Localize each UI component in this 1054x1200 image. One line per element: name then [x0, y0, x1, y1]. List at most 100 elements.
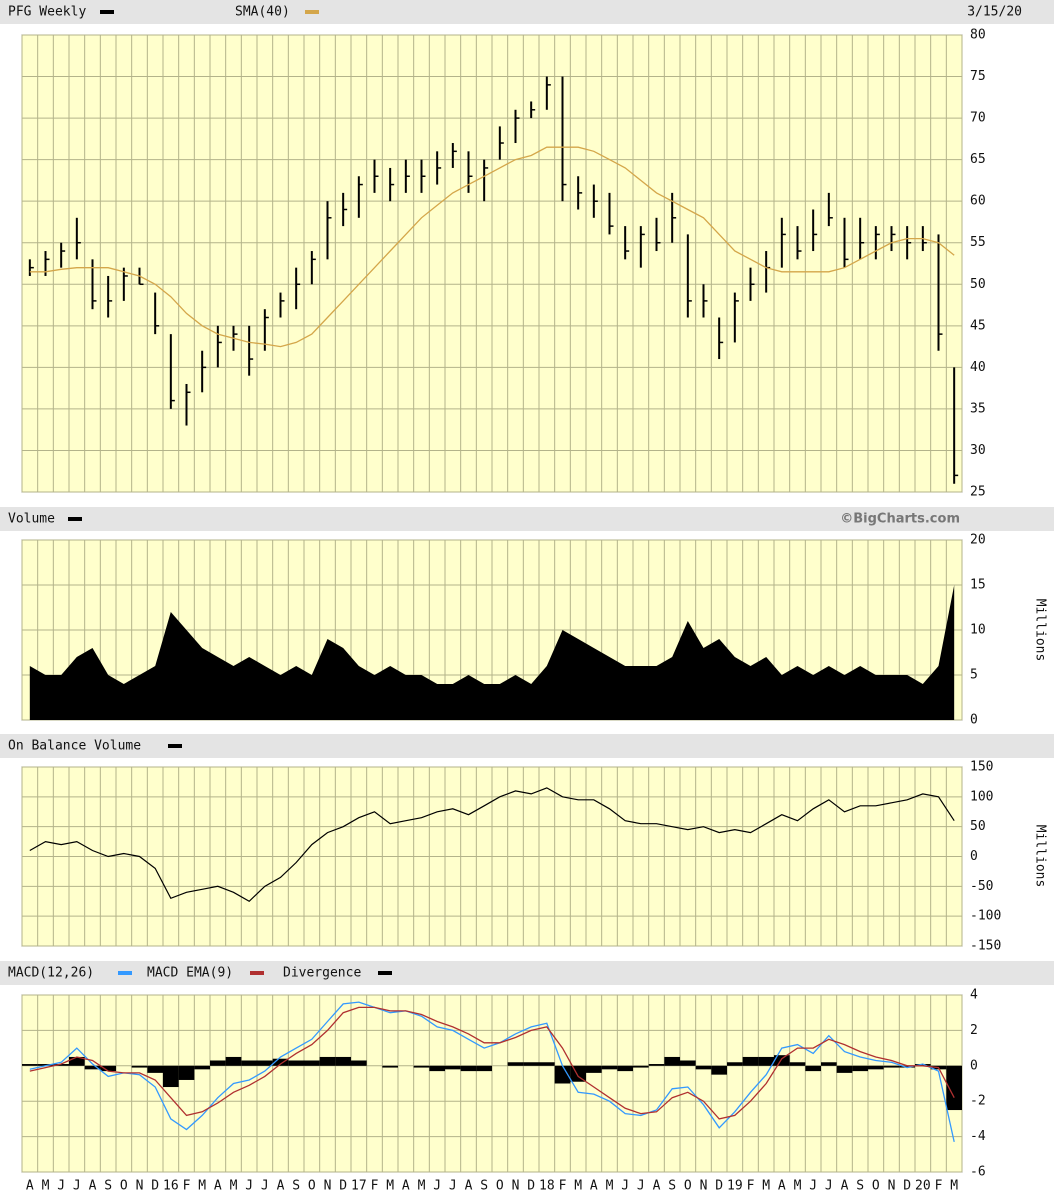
x-tick-label: S	[668, 1179, 676, 1194]
divergence-bar	[304, 1060, 320, 1066]
y-tick-label: 20	[970, 533, 986, 548]
divergence-bar	[711, 1065, 727, 1075]
x-tick-label: F	[183, 1179, 191, 1194]
x-tick-label: N	[700, 1179, 708, 1194]
divergence-bar	[883, 1065, 900, 1068]
x-tick-label: M	[950, 1179, 958, 1194]
x-tick-label: A	[277, 1179, 285, 1194]
divergence-bar	[727, 1062, 743, 1066]
x-tick-label: F	[747, 1179, 755, 1194]
divergence-bar	[272, 1058, 289, 1066]
x-tick-label: N	[324, 1179, 332, 1194]
divergence-bar	[382, 1065, 398, 1068]
y-tick-label: 25	[970, 485, 986, 500]
divergence-bar	[554, 1065, 571, 1084]
legend-label: Divergence	[283, 966, 361, 981]
x-tick-label: J	[825, 1179, 833, 1194]
divergence-bar	[899, 1065, 915, 1068]
y-tick-label: 30	[970, 443, 986, 458]
y-tick-label: 45	[970, 318, 986, 333]
series-line	[29, 787, 955, 903]
y-tick-label: -50	[970, 879, 993, 894]
series-line	[29, 1006, 955, 1120]
legend-swatch	[118, 971, 132, 975]
x-tick-label: O	[308, 1179, 316, 1194]
x-tick-label: D	[715, 1179, 723, 1194]
y-tick-label: -100	[970, 909, 1001, 924]
y-tick-label: 75	[970, 69, 986, 84]
divergence-bar	[445, 1065, 461, 1070]
x-tick-label: N	[512, 1179, 520, 1194]
y-tick-label: 50	[970, 277, 986, 292]
legend-swatch	[68, 517, 82, 521]
x-tick-label: O	[684, 1179, 692, 1194]
y-tick-label: 50	[970, 819, 986, 834]
divergence-bar	[507, 1062, 524, 1066]
x-tick-label: A	[841, 1179, 849, 1194]
series-line	[29, 146, 955, 348]
x-tick-label: N	[888, 1179, 896, 1194]
legend-swatch	[250, 971, 264, 975]
divergence-bar	[586, 1065, 602, 1073]
x-tick-label: A	[89, 1179, 97, 1194]
divergence-bar	[225, 1056, 242, 1066]
divergence-bar	[69, 1056, 85, 1066]
divergence-bar	[84, 1065, 101, 1070]
divergence-bar	[633, 1065, 649, 1068]
y-tick-label: 100	[970, 789, 993, 804]
x-tick-label: J	[245, 1179, 253, 1194]
divergence-bar	[288, 1060, 304, 1066]
x-tick-label: M	[386, 1179, 394, 1194]
y-tick-label: 0	[970, 849, 978, 864]
x-tick-label: O	[872, 1179, 880, 1194]
y-tick-label: 0	[970, 1058, 978, 1073]
header-band	[0, 734, 1054, 758]
divergence-bar	[836, 1065, 853, 1073]
divergence-bar	[476, 1065, 492, 1072]
x-tick-label: J	[73, 1179, 81, 1194]
y-tick-label: 60	[970, 194, 986, 209]
x-tick-label: D	[339, 1179, 347, 1194]
divergence-bar	[648, 1064, 665, 1066]
x-tick-label: S	[856, 1179, 864, 1194]
legend-swatch	[168, 744, 182, 748]
y-tick-label: 55	[970, 235, 986, 250]
divergence-bar	[194, 1065, 210, 1070]
header-band	[0, 961, 1054, 985]
x-tick-label: D	[527, 1179, 535, 1194]
x-tick-label: F	[371, 1179, 379, 1194]
divergence-bar	[664, 1056, 680, 1066]
y-tick-label: -150	[970, 939, 1001, 954]
divergence-bar	[351, 1060, 367, 1066]
legend-label: MACD(12,26)	[8, 966, 94, 981]
x-tick-label: A	[778, 1179, 786, 1194]
legend-label: On Balance Volume	[8, 739, 141, 754]
x-tick-label: J	[433, 1179, 441, 1194]
divergence-bar	[22, 1064, 38, 1066]
divergence-bar	[680, 1060, 696, 1066]
x-tick-label: 19	[727, 1179, 743, 1194]
x-tick-label: M	[606, 1179, 614, 1194]
divergence-bar	[163, 1065, 179, 1088]
divergence-bar	[617, 1065, 633, 1072]
divergence-bar	[131, 1065, 148, 1068]
divergence-bar	[821, 1062, 837, 1066]
divergence-bar	[539, 1062, 555, 1066]
legend-label: PFG Weekly	[8, 5, 86, 20]
header-band	[0, 507, 1054, 531]
divergence-bar	[335, 1056, 351, 1066]
y-tick-label: 15	[970, 578, 986, 593]
y-tick-label: 80	[970, 28, 986, 43]
divergence-bar	[37, 1064, 54, 1066]
divergence-bar	[742, 1056, 759, 1066]
divergence-bar	[852, 1065, 868, 1072]
x-tick-label: F	[935, 1179, 943, 1194]
divergence-bar	[774, 1055, 790, 1066]
y-tick-label: 5	[970, 668, 978, 683]
divergence-bar	[523, 1062, 539, 1066]
divergence-bar	[695, 1065, 712, 1070]
divergence-bar	[429, 1065, 445, 1072]
y-tick-label: 10	[970, 623, 986, 638]
divergence-bar	[257, 1060, 273, 1066]
